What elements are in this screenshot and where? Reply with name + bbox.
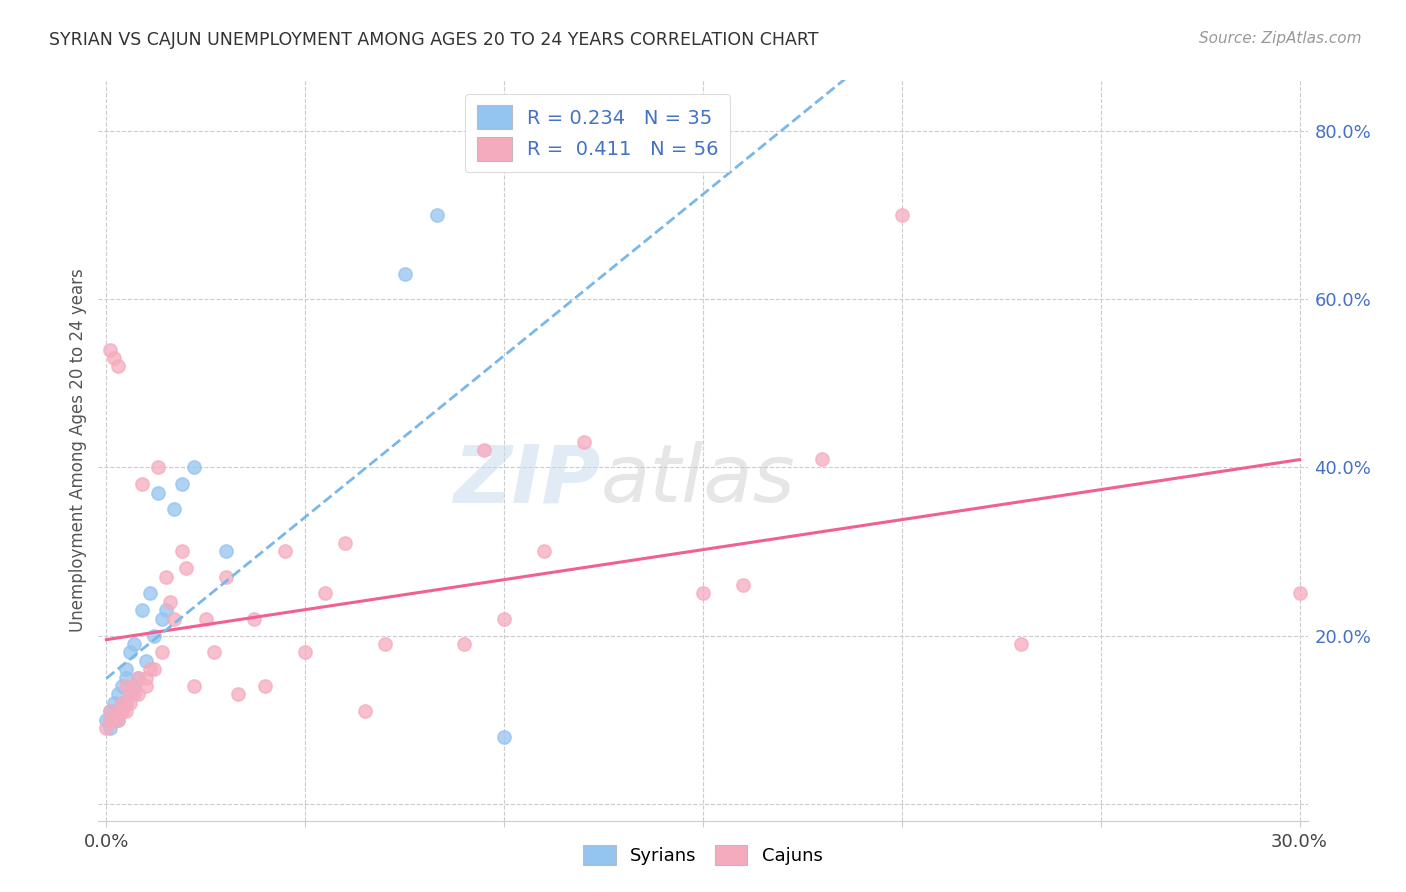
Point [120,688,142,702]
Point [146,460,169,475]
Point [354,704,377,718]
Point [127,671,149,685]
Point [103,696,125,710]
Point [131,477,153,491]
Point [155,603,177,617]
Point [226,688,249,702]
Point [111,704,134,718]
Point [120,645,142,659]
Point [143,628,166,642]
Point [115,662,138,676]
Point [107,713,129,727]
Point [127,688,149,702]
Point [494,612,516,626]
Point [194,612,217,626]
Point [731,578,754,592]
Point [572,435,595,450]
Point [170,544,193,558]
Point [111,679,134,693]
Point [472,443,495,458]
Point [135,654,157,668]
Point [107,359,129,374]
Point [314,586,336,600]
Point [115,671,138,685]
Point [107,688,129,702]
Point [163,502,186,516]
Point [115,679,138,693]
Point [107,704,129,718]
Text: atlas: atlas [600,441,794,519]
Point [215,569,238,583]
Point [143,662,166,676]
Point [274,544,297,558]
Point [96,713,118,727]
Point [103,713,125,727]
Point [120,688,142,702]
Point [139,586,162,600]
Point [98,704,121,718]
Point [183,679,205,693]
Point [170,477,193,491]
Point [122,679,145,693]
Point [174,561,197,575]
Point [494,730,516,744]
Point [107,713,129,727]
Point [98,713,121,727]
Point [242,612,264,626]
Point [1288,586,1310,600]
Point [96,721,118,735]
Text: ZIP: ZIP [453,441,600,519]
Point [159,595,181,609]
Point [163,612,186,626]
Point [115,696,138,710]
Point [202,645,225,659]
Point [103,713,125,727]
Point [131,603,153,617]
Point [111,696,134,710]
Point [135,671,157,685]
Point [139,662,162,676]
Point [333,536,356,550]
Point [425,208,447,222]
Legend: Syrians, Cajuns: Syrians, Cajuns [576,838,830,872]
Point [98,713,121,727]
Point [215,544,238,558]
Point [394,267,416,281]
Point [103,704,125,718]
Point [374,637,396,651]
Point [127,671,149,685]
Point [98,343,121,357]
Point [811,451,834,466]
Point [294,645,316,659]
Legend: R = 0.234   N = 35, R =  0.411   N = 56: R = 0.234 N = 35, R = 0.411 N = 56 [465,94,730,172]
Point [120,696,142,710]
Point [155,569,177,583]
Point [150,645,173,659]
Point [111,704,134,718]
Point [122,679,145,693]
Text: SYRIAN VS CAJUN UNEMPLOYMENT AMONG AGES 20 TO 24 YEARS CORRELATION CHART: SYRIAN VS CAJUN UNEMPLOYMENT AMONG AGES … [49,31,818,49]
Point [103,351,125,365]
Text: Source: ZipAtlas.com: Source: ZipAtlas.com [1198,31,1361,46]
Point [115,704,138,718]
Point [135,679,157,693]
Point [107,704,129,718]
Point [453,637,475,651]
Point [533,544,555,558]
Point [98,704,121,718]
Point [115,696,138,710]
Point [122,688,145,702]
Point [146,485,169,500]
Point [111,696,134,710]
Point [183,460,205,475]
Point [98,721,121,735]
Point [122,637,145,651]
Point [692,586,714,600]
Y-axis label: Unemployment Among Ages 20 to 24 years: Unemployment Among Ages 20 to 24 years [69,268,87,632]
Point [254,679,277,693]
Point [890,208,912,222]
Point [1010,637,1032,651]
Point [150,612,173,626]
